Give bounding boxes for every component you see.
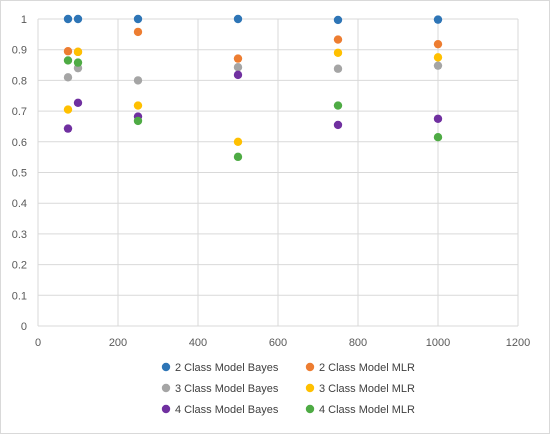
- point-series-5: [233, 70, 243, 80]
- y-tick-label: 0.1: [12, 290, 27, 302]
- point-series-4: [333, 48, 343, 57]
- data-points: [63, 14, 443, 162]
- y-tick-label: 0.7: [12, 106, 27, 118]
- x-tick-label: 1200: [506, 337, 530, 349]
- point-series-5: [63, 124, 73, 133]
- legend-marker-3: [161, 383, 171, 393]
- y-tick-label: 0.5: [12, 168, 27, 180]
- point-series-6: [63, 56, 73, 65]
- gridlines: [37, 18, 519, 327]
- y-tick-label: 1: [21, 14, 27, 26]
- point-series-1: [73, 14, 83, 24]
- legend-label-1: 2 Class Model Bayes: [175, 362, 279, 374]
- point-series-3: [133, 76, 143, 85]
- y-tick-label: 0.8: [12, 75, 27, 87]
- y-axis-ticks: 0 0.1 0.2 0.3 0.4 0.5 0.6 0.7 0.8 0.9 1: [12, 14, 27, 333]
- legend-marker-5: [161, 404, 171, 414]
- legend-marker-4: [305, 383, 315, 393]
- legend-marker-1: [161, 362, 171, 372]
- point-series-5: [73, 98, 83, 108]
- point-series-5: [333, 120, 343, 130]
- point-series-2: [333, 35, 343, 44]
- x-tick-label: 600: [269, 337, 287, 349]
- point-series-3: [233, 62, 243, 72]
- y-tick-label: 0.6: [12, 137, 27, 149]
- x-tick-label: 0: [35, 337, 41, 349]
- point-series-2: [63, 47, 73, 56]
- point-series-4: [433, 53, 443, 62]
- point-series-1: [233, 14, 243, 24]
- point-series-3: [333, 64, 343, 73]
- point-series-4: [73, 47, 83, 57]
- legend-label-3: 3 Class Model Bayes: [175, 383, 279, 395]
- point-series-4: [133, 101, 143, 110]
- point-series-1: [333, 15, 343, 25]
- point-series-6: [333, 101, 343, 110]
- point-series-3: [433, 61, 443, 70]
- point-series-4: [233, 137, 243, 146]
- y-tick-label: 0: [21, 321, 27, 333]
- y-tick-label: 0.9: [12, 45, 27, 57]
- point-series-6: [133, 116, 143, 126]
- point-series-1: [433, 15, 443, 24]
- x-tick-label: 200: [109, 337, 127, 349]
- point-series-1: [133, 14, 143, 24]
- y-tick-label: 0.2: [12, 260, 27, 272]
- legend-label-6: 4 Class Model MLR: [319, 404, 415, 416]
- legend-label-2: 2 Class Model MLR: [319, 362, 415, 374]
- point-series-2: [433, 39, 443, 49]
- point-series-2: [133, 27, 143, 37]
- point-series-5: [433, 114, 443, 123]
- point-series-4: [63, 105, 73, 114]
- point-series-6: [73, 58, 83, 67]
- y-tick-label: 0.3: [12, 229, 27, 241]
- x-tick-label: 400: [189, 337, 207, 349]
- legend-label-4: 3 Class Model MLR: [319, 383, 415, 395]
- x-axis-ticks: 0 200 400 600 800 1000 1200: [35, 337, 530, 349]
- legend-label-5: 4 Class Model Bayes: [175, 404, 279, 416]
- legend-marker-6: [305, 404, 315, 414]
- point-series-6: [233, 152, 243, 162]
- x-tick-label: 1000: [426, 337, 450, 349]
- y-tick-label: 0.4: [12, 198, 27, 210]
- point-series-1: [63, 14, 73, 24]
- point-series-6: [433, 132, 443, 142]
- legend: 2 Class Model Bayes 2 Class Model MLR 3 Cl…: [161, 362, 415, 416]
- legend-marker-2: [305, 362, 315, 372]
- point-series-3: [63, 73, 73, 82]
- point-series-2: [233, 54, 243, 63]
- x-tick-label: 800: [349, 337, 367, 349]
